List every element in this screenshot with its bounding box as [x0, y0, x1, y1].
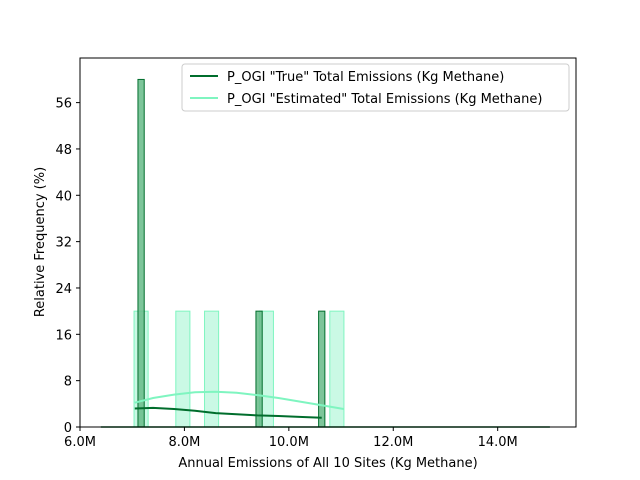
y-tick-label: 0: [64, 421, 72, 436]
bar-true-0: [137, 78, 145, 428]
y-tick-label: 48: [55, 143, 72, 158]
plot-background: [80, 58, 576, 427]
legend-label-true: P_OGI "True" Total Emissions (Kg Methane…: [227, 70, 504, 85]
x-tick-label: 8.0M: [168, 435, 200, 450]
y-tick-label: 56: [55, 97, 72, 112]
bar-true-2: [318, 310, 326, 428]
plot-area: [80, 58, 576, 428]
plot-frame: [79, 57, 577, 428]
legend-label-estimated: P_OGI "Estimated" Total Emissions (Kg Me…: [227, 92, 542, 107]
y-tick-label: 40: [55, 189, 72, 204]
legend-box: [181, 63, 570, 112]
y-tick-label: 16: [55, 328, 72, 343]
x-tick-label: 10.0M: [269, 435, 309, 450]
y-tick-label: 24: [55, 282, 72, 297]
y-tick-label: 8: [64, 375, 72, 390]
kde-layer: [134, 390, 344, 419]
x-axis: 6.0M 8.0M 10.0M 12.0M 14.0M: [64, 427, 518, 450]
bar-estimated-2: [204, 310, 220, 428]
y-axis-label: Relative Frequency (%): [33, 167, 48, 317]
y-tick-label: 32: [55, 236, 72, 251]
x-tick-label: 6.0M: [64, 435, 96, 450]
x-tick-label: 12.0M: [373, 435, 413, 450]
bar-true-1: [255, 310, 263, 428]
kde-line-estimated: [134, 390, 344, 410]
kde-line-true: [134, 406, 322, 419]
x-axis-label: Annual Emissions of All 10 Sites (Kg Met…: [178, 456, 477, 471]
y-axis: 0 8 16 24 32 40 48 56: [55, 97, 80, 436]
legend: P_OGI "True" Total Emissions (Kg Methane…: [181, 63, 570, 112]
x-tick-label: 14.0M: [478, 435, 518, 450]
